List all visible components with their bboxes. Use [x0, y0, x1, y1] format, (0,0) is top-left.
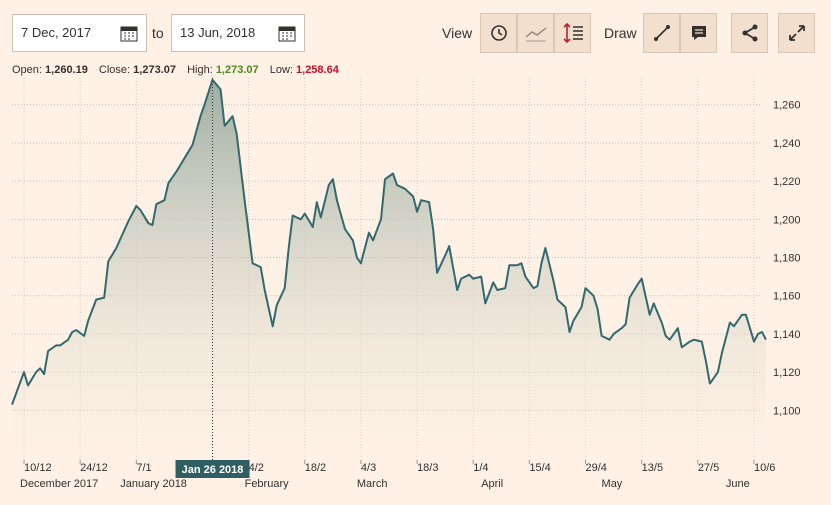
close-label: Close:	[98, 64, 131, 76]
month-label: May	[602, 478, 623, 490]
open-value: 1,260.19	[45, 64, 88, 76]
y-tick-label: 1,200	[773, 214, 801, 226]
month-label: February	[245, 478, 290, 490]
clock-icon	[490, 25, 507, 41]
x-tick-label: 24/12	[80, 462, 108, 474]
x-tick-label: 29/4	[586, 462, 607, 474]
to-label: to	[152, 25, 164, 41]
month-label: January 2018	[120, 478, 187, 490]
start-date-input[interactable]: 7 Dec, 2017	[12, 14, 147, 52]
x-tick-label: 7/1	[136, 462, 151, 474]
x-tick-label: 27/5	[698, 462, 719, 474]
chart-style-button[interactable]	[517, 13, 554, 53]
x-tick-label: 10/6	[754, 462, 775, 474]
low-label: Low:	[269, 64, 293, 76]
start-date: 7 Dec, 2017	[21, 25, 92, 40]
indicator-icon	[562, 22, 583, 44]
high-label: High:	[187, 64, 213, 76]
x-tick-label: 18/3	[417, 462, 438, 474]
month-label: April	[481, 478, 503, 490]
y-tick-label: 1,180	[773, 253, 801, 265]
month-label: June	[726, 478, 750, 490]
expand-icon	[788, 25, 805, 41]
price-line	[11, 78, 767, 405]
y-tick-label: 1,160	[773, 291, 801, 303]
close-value: 1,273.07	[133, 64, 176, 76]
y-tick-label: 1,120	[773, 367, 801, 379]
fullscreen-button[interactable]	[778, 13, 815, 53]
view-label: View	[442, 25, 473, 41]
x-tick-label: 10/12	[24, 462, 52, 474]
indicator-button[interactable]	[554, 13, 591, 53]
area-fill	[12, 79, 766, 461]
calendar-icon	[120, 26, 138, 42]
x-tick-label: 4/3	[361, 462, 376, 474]
y-tick-label: 1,260	[773, 100, 801, 112]
line-icon	[525, 27, 546, 42]
calendar-icon	[278, 26, 296, 42]
y-tick-label: 1,100	[773, 405, 801, 417]
annotate-button[interactable]	[680, 13, 717, 53]
crosshair-date: Jan 26 2018	[182, 464, 244, 476]
x-tick-label: 1/4	[473, 462, 488, 474]
x-tick-label: 13/5	[642, 462, 663, 474]
x-tick-label: 18/2	[305, 462, 326, 474]
month-label: March	[357, 478, 388, 490]
time-button[interactable]	[480, 13, 517, 53]
x-tick-label: 15/4	[529, 462, 550, 474]
share-button[interactable]	[731, 13, 768, 53]
y-tick-label: 1,220	[773, 176, 801, 188]
draw-line-button[interactable]	[643, 13, 680, 53]
share-icon	[742, 24, 757, 42]
draw-label: Draw	[604, 25, 637, 41]
y-tick-label: 1,140	[773, 329, 801, 341]
end-date: 13 Jun, 2018	[180, 25, 256, 40]
crosshair-tooltip	[175, 460, 250, 478]
low-value: 1,258.64	[296, 64, 339, 76]
x-tick-label: 4/2	[249, 462, 264, 474]
ohlc-readout: Open: 1,260.19 Close: 1,273.07 High: 1,2…	[12, 63, 347, 77]
high-value: 1,273.07	[215, 64, 259, 76]
month-label: December 2017	[20, 478, 98, 490]
open-label: Open:	[12, 64, 42, 76]
end-date-input[interactable]: 13 Jun, 2018	[171, 14, 305, 52]
pen-icon	[653, 25, 670, 41]
comment-icon	[691, 26, 706, 40]
y-tick-label: 1,240	[773, 138, 801, 150]
